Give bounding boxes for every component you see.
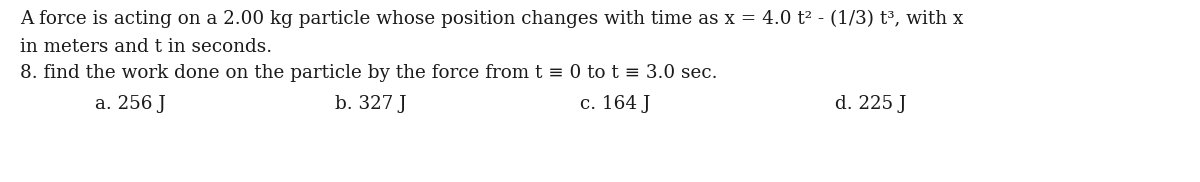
Text: d. 225 J: d. 225 J [835, 95, 906, 113]
Text: in meters and t in seconds.: in meters and t in seconds. [20, 38, 272, 56]
Text: 8. find the work done on the particle by the force from t ≡ 0 to t ≡ 3.0 sec.: 8. find the work done on the particle by… [20, 64, 718, 82]
Text: c. 164 J: c. 164 J [580, 95, 650, 113]
Text: A force is acting on a 2.00 kg particle whose position changes with time as x = : A force is acting on a 2.00 kg particle … [20, 10, 964, 28]
Text: a. 256 J: a. 256 J [95, 95, 166, 113]
Text: b. 327 J: b. 327 J [335, 95, 407, 113]
